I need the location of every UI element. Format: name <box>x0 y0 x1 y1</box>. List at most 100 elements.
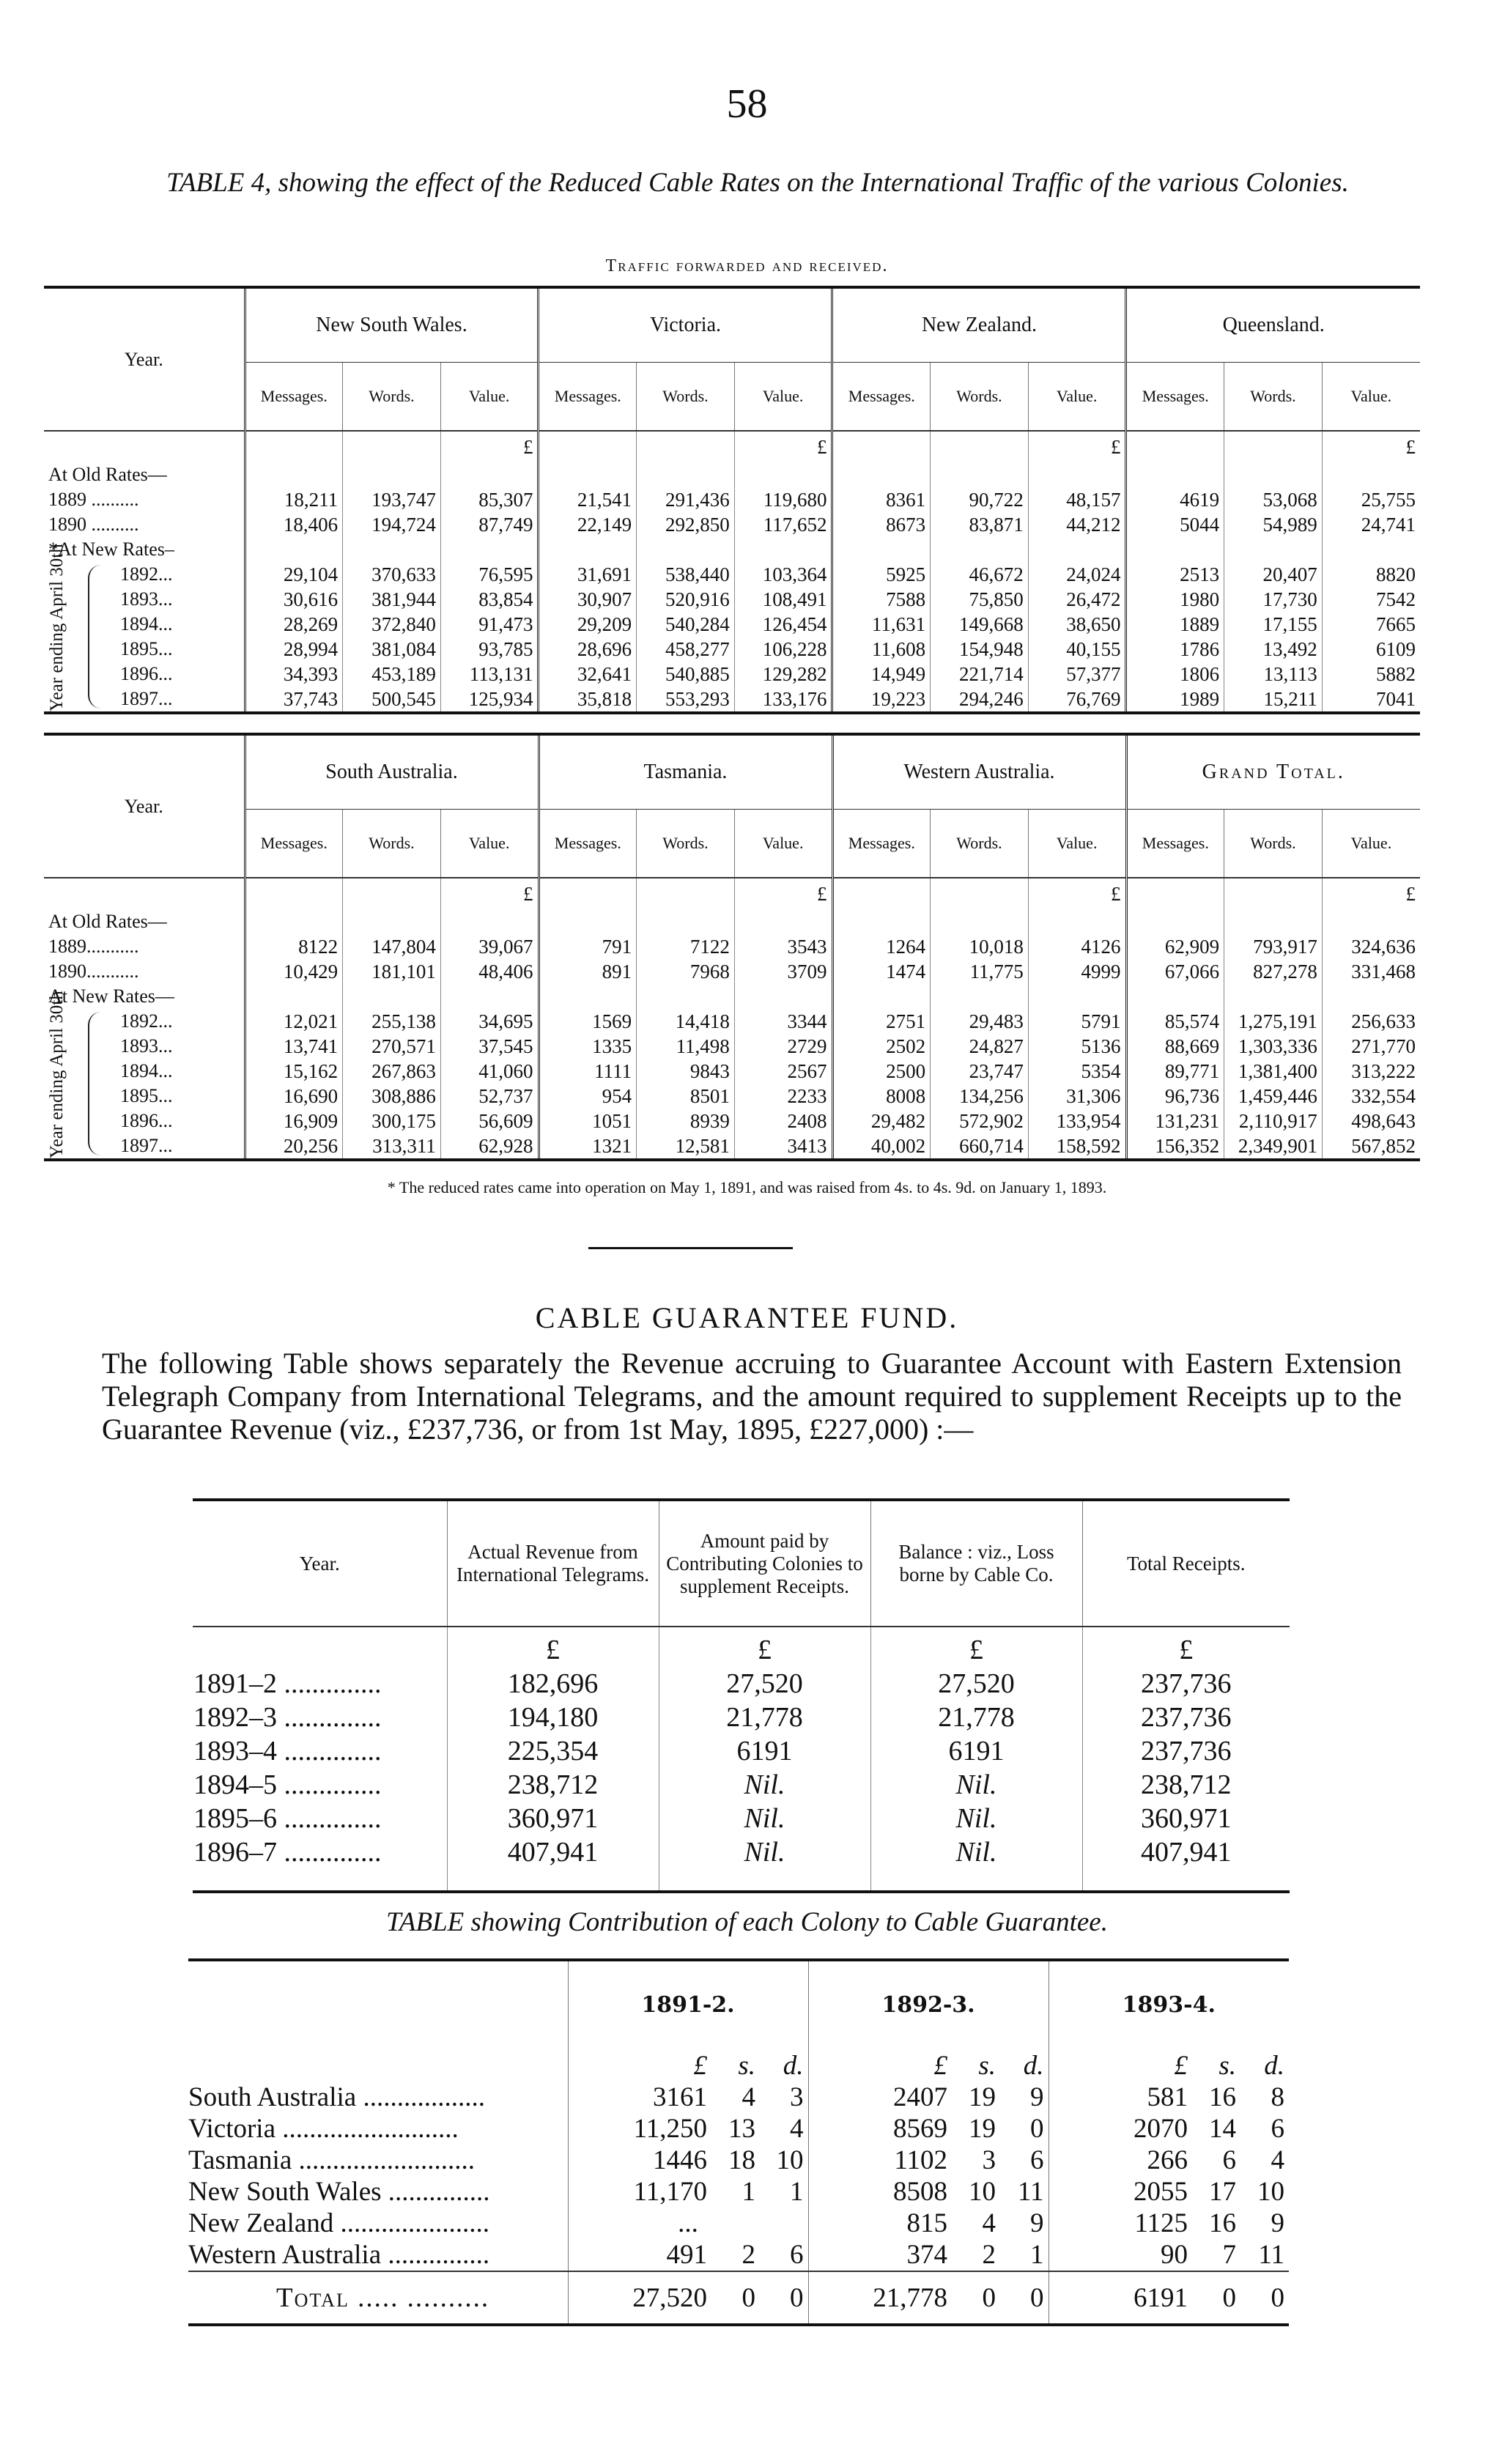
cell-value: 540,284 <box>636 612 735 637</box>
data-row: 1892... Year ending April 30th 12,021 255,1… <box>44 991 1420 1158</box>
cell-value: 5791 <box>1027 1009 1126 1034</box>
cell-value: 147,804 <box>342 934 441 959</box>
cell-value: 8939 <box>636 1109 735 1133</box>
cell-value: 30,616 <box>243 587 343 612</box>
cell-value: 21,541 <box>537 487 637 512</box>
cell-value: 37,743 <box>243 687 343 713</box>
cell-value: 491 <box>567 2239 711 2271</box>
group-label: At Old Rates— <box>48 464 167 485</box>
cell-value: 76,595 <box>440 562 539 587</box>
cell-value: 827,278 <box>1224 959 1323 984</box>
cell <box>1224 909 1323 934</box>
unit: £ <box>1027 431 1126 462</box>
cell <box>636 909 735 934</box>
cell-value: 62,928 <box>440 1133 539 1160</box>
cell-value: 19,223 <box>831 687 931 713</box>
data-row: 1894... 28,269 372,840 91,473 29,209 540,284 1… <box>44 612 1420 637</box>
column-header: Value. <box>733 362 832 432</box>
cell-value: 1569 <box>537 1009 637 1034</box>
cell-value: 4 <box>1271 2145 1285 2175</box>
cell-value: 52,737 <box>440 1084 539 1109</box>
cell-value: 27,520 <box>658 1667 870 1701</box>
unit: d. <box>783 2051 804 2081</box>
data-row: 1892–3 .............. 194,180 21,778 21,778… <box>193 1701 1290 1734</box>
unit: £ <box>446 1627 659 1667</box>
cell-value: 1 <box>742 2177 756 2207</box>
cell <box>243 537 343 562</box>
cell-value: 8820 <box>1321 562 1420 587</box>
cell-value: 17,155 <box>1224 612 1323 637</box>
cell <box>733 909 832 934</box>
cell <box>636 878 735 909</box>
cell-value: 237,736 <box>1081 1734 1290 1768</box>
cell-value: 19 <box>969 2082 996 2112</box>
cell <box>440 537 539 562</box>
cell-value: 75,850 <box>930 587 1029 612</box>
cell-value: 89,771 <box>1125 1059 1224 1084</box>
cell-value: 1125 <box>1048 2208 1192 2239</box>
cell-value: 133,176 <box>733 687 832 713</box>
data-row: 1892... Year ending April 30th 29,104 370,6… <box>44 544 1420 711</box>
cell-value: 26,472 <box>1027 587 1126 612</box>
cell-value: 3 <box>982 2145 996 2175</box>
cell-value: 131,231 <box>1125 1109 1224 1133</box>
cell-value: 954 <box>537 1084 637 1109</box>
data-row: Western Australia ............... 491 2 6 37… <box>188 2239 1289 2271</box>
cell-value: 2055 <box>1048 2176 1192 2208</box>
cell-value: 360,971 <box>1081 1802 1290 1835</box>
year-header: 1893-4. <box>1048 1960 1290 2048</box>
data-row: 1891–2 .............. 182,696 27,520 27,520… <box>193 1667 1290 1701</box>
cell <box>831 878 931 909</box>
cell <box>1125 878 1224 909</box>
cell-value: 44,212 <box>1027 512 1126 537</box>
cell-value: 93,785 <box>440 637 539 662</box>
cell <box>440 909 539 934</box>
cell-value: 40,002 <box>831 1133 931 1160</box>
cell <box>930 537 1029 562</box>
column-header: Words. <box>342 362 441 432</box>
cell-value: 16 <box>1209 2082 1236 2112</box>
cell-value: 10 <box>969 2177 996 2207</box>
cell-value: 238,712 <box>446 1768 659 1802</box>
column-header: Messages. <box>1125 809 1224 878</box>
cell <box>193 1627 447 1667</box>
cell <box>636 984 735 1009</box>
cell <box>1027 984 1126 1009</box>
cell-value: 538,440 <box>636 562 735 587</box>
cell-value: 660,714 <box>930 1133 1029 1160</box>
header-row: Year. South Australia. Tasmania. Western Au… <box>44 734 1420 878</box>
year-header: 1892-3. <box>807 1960 1049 2048</box>
cell-value: 1335 <box>537 1034 637 1059</box>
cell <box>1027 462 1126 487</box>
cell-value: 5925 <box>831 562 931 587</box>
cell-value: 41,060 <box>440 1059 539 1084</box>
cell-value: 1111 <box>537 1059 637 1084</box>
unit: s. <box>978 2051 996 2081</box>
cell-value: 1 <box>790 2177 804 2207</box>
cell-value: 29,483 <box>930 1009 1029 1034</box>
cell-value: 29,482 <box>831 1109 931 1133</box>
cell <box>1224 878 1323 909</box>
cell <box>537 878 637 909</box>
cell-value: 9 <box>1271 2208 1285 2238</box>
row-label: Total ..... .......... <box>188 2271 568 2325</box>
data-row: 1895... 16,690 308,886 52,737 954 8501 2233 800… <box>44 1084 1420 1109</box>
cell <box>342 984 441 1009</box>
cell-value: 2233 <box>733 1084 832 1109</box>
cell-value: 46,672 <box>930 562 1029 587</box>
cell-value: 90 <box>1048 2239 1192 2271</box>
column-header: Value. <box>440 362 539 432</box>
cell-value: 11,250 <box>567 2113 711 2145</box>
cell <box>930 462 1029 487</box>
cell-value: 313,311 <box>342 1133 441 1160</box>
row-label: 1894... <box>120 613 173 635</box>
cell <box>537 537 637 562</box>
cell-value: 23,747 <box>930 1059 1029 1084</box>
colony-name: Tasmania. <box>537 734 832 810</box>
column-header: Value. <box>1321 809 1420 878</box>
row-label: 1894–5 .............. <box>193 1769 382 1800</box>
cell-value: 83,854 <box>440 587 539 612</box>
header-row: Year. Actual Revenue from International T… <box>193 1500 1290 1627</box>
cell-value: 0 <box>1240 2271 1290 2325</box>
colony-name: Victoria. <box>537 287 832 363</box>
